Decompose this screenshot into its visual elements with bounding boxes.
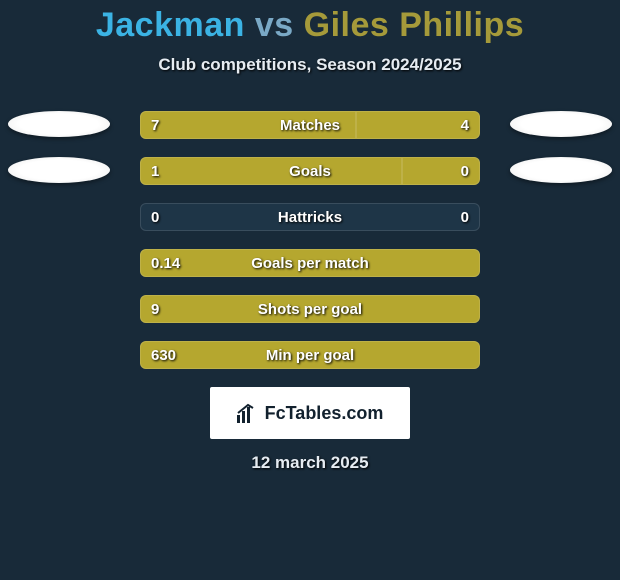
player2-avatar [510,111,612,137]
stat-row: 630Min per goal [0,341,620,369]
stat-bar-left-fill [140,341,480,369]
player2-name: Giles Phillips [304,6,525,44]
stat-label: Hattricks [141,204,479,232]
stat-row: 10Goals [0,157,620,185]
stat-left-value: 0.14 [151,250,180,278]
stat-right-value: 0 [461,158,469,186]
stat-bar-track: 9Shots per goal [140,295,480,323]
player1-avatar [8,157,110,183]
date-label: 12 march 2025 [0,453,620,473]
stats-area: 74Matches10Goals00Hattricks0.14Goals per… [0,111,620,369]
stat-left-value: 1 [151,158,159,186]
stat-row: 9Shots per goal [0,295,620,323]
stat-bar-track: 10Goals [140,157,480,185]
subtitle: Club competitions, Season 2024/2025 [0,55,620,75]
stat-left-value: 9 [151,296,159,324]
stat-right-value: 0 [461,204,469,232]
stat-left-value: 7 [151,112,159,140]
stat-row: 0 0Hattricks [0,203,620,231]
stat-bar-track: 0.14Goals per match [140,249,480,277]
stat-row: 0.14Goals per match [0,249,620,277]
brand-text: FcTables.com [265,403,384,424]
stat-bar-left-fill [140,249,480,277]
page-title: Jackman vs Giles Phillips [0,6,620,45]
stat-left-value: 0 [151,204,159,232]
player1-name: Jackman [96,6,245,44]
player2-avatar [510,157,612,183]
stat-bar-track: 630Min per goal [140,341,480,369]
stat-bar-track: 0 0Hattricks [140,203,480,231]
stat-bar-left-fill [140,157,402,185]
stat-bar-left-fill [140,295,480,323]
comparison-infographic: Jackman vs Giles Phillips Club competiti… [0,0,620,580]
player1-avatar [8,111,110,137]
stat-bar-track: 74Matches [140,111,480,139]
stat-row: 74Matches [0,111,620,139]
brand-badge: FcTables.com [210,387,410,439]
vs-label: vs [255,6,294,44]
stat-right-value: 4 [461,112,469,140]
stat-left-value: 630 [151,342,176,370]
brand-chart-icon [237,403,259,423]
stat-bar-left-fill [140,111,356,139]
